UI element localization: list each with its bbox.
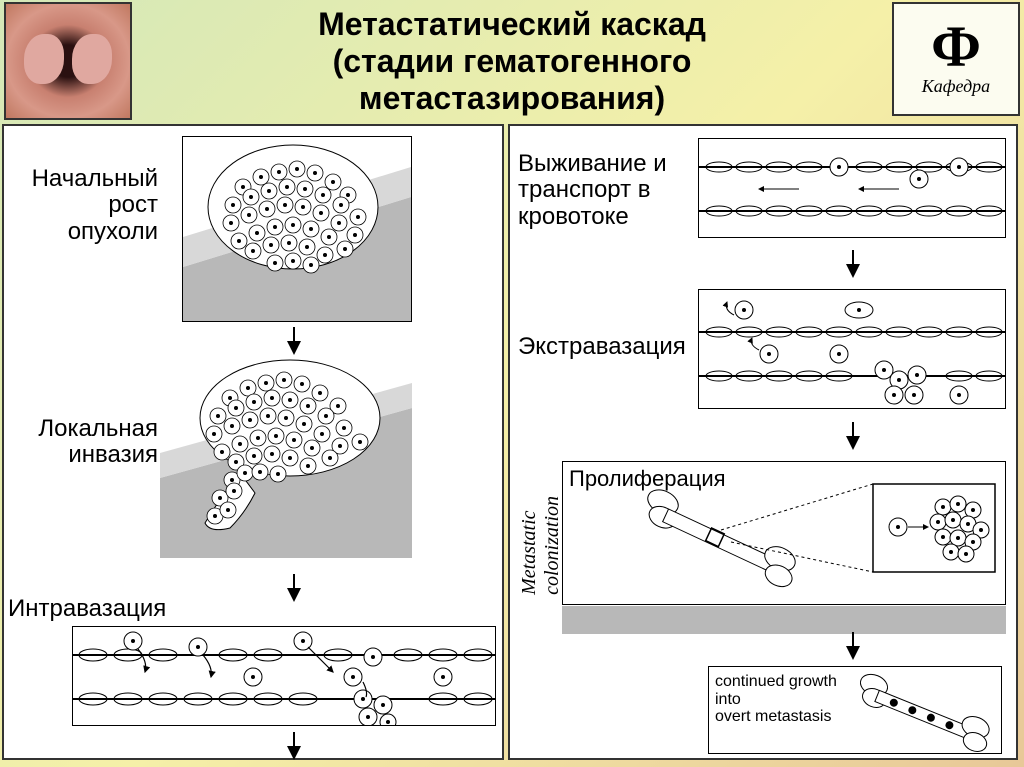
stage3-diagram: [72, 626, 496, 726]
logo-text: Кафедра: [922, 76, 990, 97]
title-line2: (стадии гематогенного: [333, 43, 692, 79]
arrow1: [287, 341, 301, 355]
stage4-label: Выживание и транспорт в кровотоке: [518, 151, 667, 230]
medical-photo: [4, 2, 132, 120]
stage5-label: Экстравазация: [518, 334, 686, 360]
stage2-label: Локальная инвазия: [8, 416, 158, 469]
bottom-caption: continued growth into overt metastasis: [715, 673, 865, 726]
title-line1: Метастатический каскад: [318, 6, 706, 42]
header: Метастатический каскад (стадии гематоген…: [0, 0, 1024, 122]
arrow6: [846, 646, 860, 660]
arrow3: [287, 746, 301, 760]
left-panel: Начальный рост опухоли: [2, 124, 504, 760]
arrow2: [287, 588, 301, 602]
stage3-label: Интравазация: [8, 596, 166, 622]
stage1-label: Начальный рост опухоли: [8, 166, 158, 245]
stage6-label: Пролиферация: [569, 466, 726, 492]
stage4-diagram: [698, 138, 1006, 238]
stage6-diagram: Пролиферация: [562, 461, 1006, 605]
logo-symbol: Ф: [931, 21, 981, 73]
page-title: Метастатический каскад (стадии гематоген…: [132, 2, 892, 116]
gray-bar: [562, 606, 1006, 634]
arrow5: [846, 436, 860, 450]
arrow4: [846, 264, 860, 278]
stage1-diagram: [182, 136, 412, 322]
logo-box: Ф Кафедра: [892, 2, 1020, 116]
stage7-diagram: continued growth into overt metastasis: [708, 666, 1002, 754]
vertical-label: Metastatic colonization: [518, 496, 564, 595]
title-line3: метастазирования): [359, 80, 665, 116]
stage2-diagram: [160, 358, 412, 558]
stage5-diagram: [698, 289, 1006, 409]
content-area: Начальный рост опухоли: [0, 122, 1024, 762]
right-panel: Выживание и транспорт в кровотоке: [508, 124, 1018, 760]
